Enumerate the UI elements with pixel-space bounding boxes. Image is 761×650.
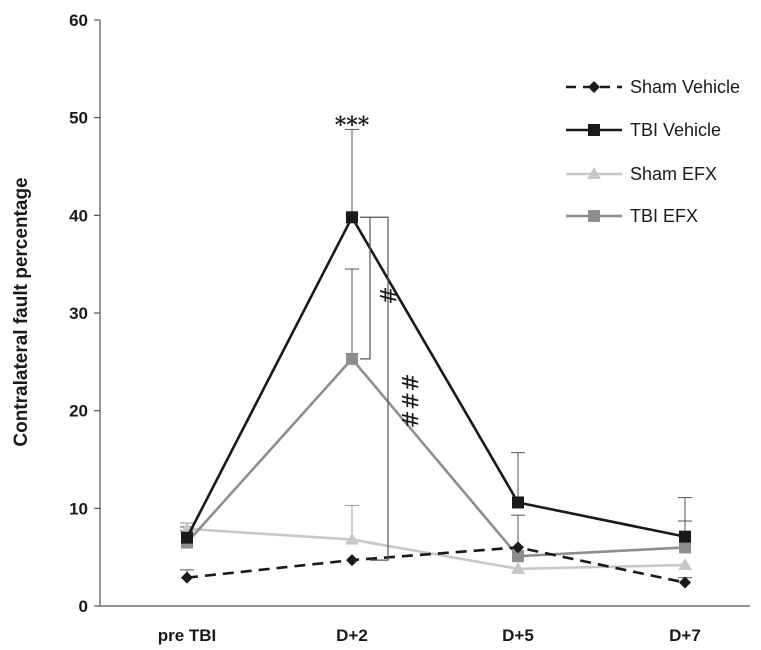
series: [181, 352, 691, 563]
legend-item: Sham EFX: [566, 164, 717, 184]
series: [180, 521, 692, 574]
legend-item: TBI EFX: [566, 206, 698, 226]
series: [181, 541, 691, 589]
series-errorbars: [180, 128, 692, 538]
data-point: [345, 532, 359, 545]
y-tick-label: 50: [69, 109, 88, 128]
x-tick-label: pre TBI: [158, 626, 217, 645]
data-point: [679, 530, 691, 543]
y-tick-label: 0: [79, 597, 88, 616]
data-point: [181, 571, 193, 584]
y-tick-label: 60: [69, 11, 88, 30]
legend-marker: [587, 167, 601, 179]
series-line: [186, 357, 686, 558]
y-tick-label: 30: [69, 304, 88, 323]
data-point: [679, 541, 691, 554]
data-point: [512, 496, 524, 509]
annotation-label: ***: [335, 112, 370, 138]
y-tick-label: 10: [69, 499, 88, 518]
annotation-label: #: [374, 286, 399, 304]
legend-item: Sham Vehicle: [566, 77, 740, 97]
x-tick-label: D+7: [669, 626, 701, 645]
y-tick-label: 40: [69, 206, 88, 225]
legend-label: Sham EFX: [630, 164, 717, 184]
legend-label: TBI EFX: [630, 206, 698, 226]
y-tick-label: 20: [69, 402, 88, 421]
data-point: [511, 561, 525, 574]
significance-bracket: [370, 216, 389, 561]
series-line: [186, 546, 686, 584]
series-layer: [180, 128, 692, 589]
series-errorbars: [180, 569, 692, 583]
annotation-label: ###: [396, 373, 421, 428]
annotations: ***####: [335, 112, 421, 561]
series-line: [186, 527, 686, 571]
legend-marker: [588, 210, 600, 222]
significance-bracket: [360, 216, 371, 360]
data-point: [346, 352, 358, 365]
legend: Sham Vehicle TBI Vehicle Sham EFX TBI EFX: [566, 77, 740, 226]
legend-item: TBI Vehicle: [566, 120, 721, 140]
data-point: [181, 531, 193, 544]
data-point: [346, 554, 358, 567]
legend-marker: [588, 81, 600, 93]
data-point: [346, 211, 358, 224]
legend-label: Sham Vehicle: [630, 77, 740, 97]
axes: 0 10 20 30 40 50 60 pre TBI D+2 D+5 D+7: [69, 11, 750, 645]
data-point: [679, 576, 691, 589]
series: [181, 211, 691, 544]
data-point: [678, 557, 692, 570]
legend-marker: [588, 124, 600, 136]
data-point: [512, 550, 524, 563]
data-point: [512, 541, 524, 554]
series-errorbars: [180, 268, 692, 557]
legend-label: TBI Vehicle: [630, 120, 721, 140]
y-axis-title: Contralateral fault percentage: [11, 177, 32, 446]
x-tick-label: D+5: [502, 626, 534, 645]
x-tick-label: D+2: [336, 626, 368, 645]
series-line: [185, 215, 686, 539]
